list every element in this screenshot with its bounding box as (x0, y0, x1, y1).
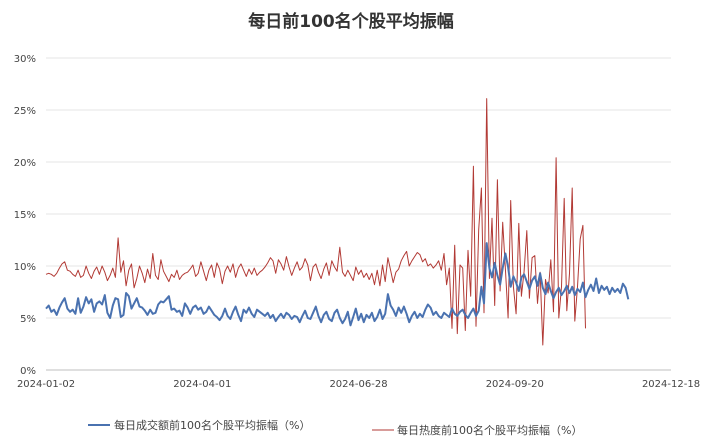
grid (46, 57, 671, 371)
legend: 每日成交额前100名个股平均振幅（%） 每日热度前100名个股平均振幅（%） (88, 418, 582, 437)
x-tick-label: 2024-12-18 (642, 379, 700, 390)
y-tick-label: 10% (14, 262, 36, 273)
legend-label-0: 每日成交额前100名个股平均振幅（%） (114, 418, 310, 432)
y-tick-label: 20% (14, 158, 36, 169)
legend-label-1: 每日热度前100名个股平均振幅（%） (397, 423, 582, 437)
series-line-0 (45, 242, 630, 327)
x-tick-label: 2024-01-02 (17, 379, 75, 390)
series-group (45, 98, 630, 346)
y-axis: 0% 5% 10% 15% 20% 25% 30% (14, 54, 36, 377)
y-tick-label: 0% (20, 366, 36, 377)
x-axis: 2024-01-02 2024-04-01 2024-06-28 2024-09-20… (17, 379, 700, 390)
x-tick-label: 2024-06-28 (329, 379, 387, 390)
y-tick-label: 30% (14, 54, 36, 65)
x-tick-label: 2024-04-01 (173, 379, 231, 390)
y-tick-label: 15% (14, 210, 36, 221)
x-tick-label: 2024-09-20 (486, 379, 544, 390)
chart-title: 每日前100名个股平均振幅 (248, 11, 454, 32)
y-tick-label: 5% (20, 314, 36, 325)
y-tick-label: 25% (14, 106, 36, 117)
